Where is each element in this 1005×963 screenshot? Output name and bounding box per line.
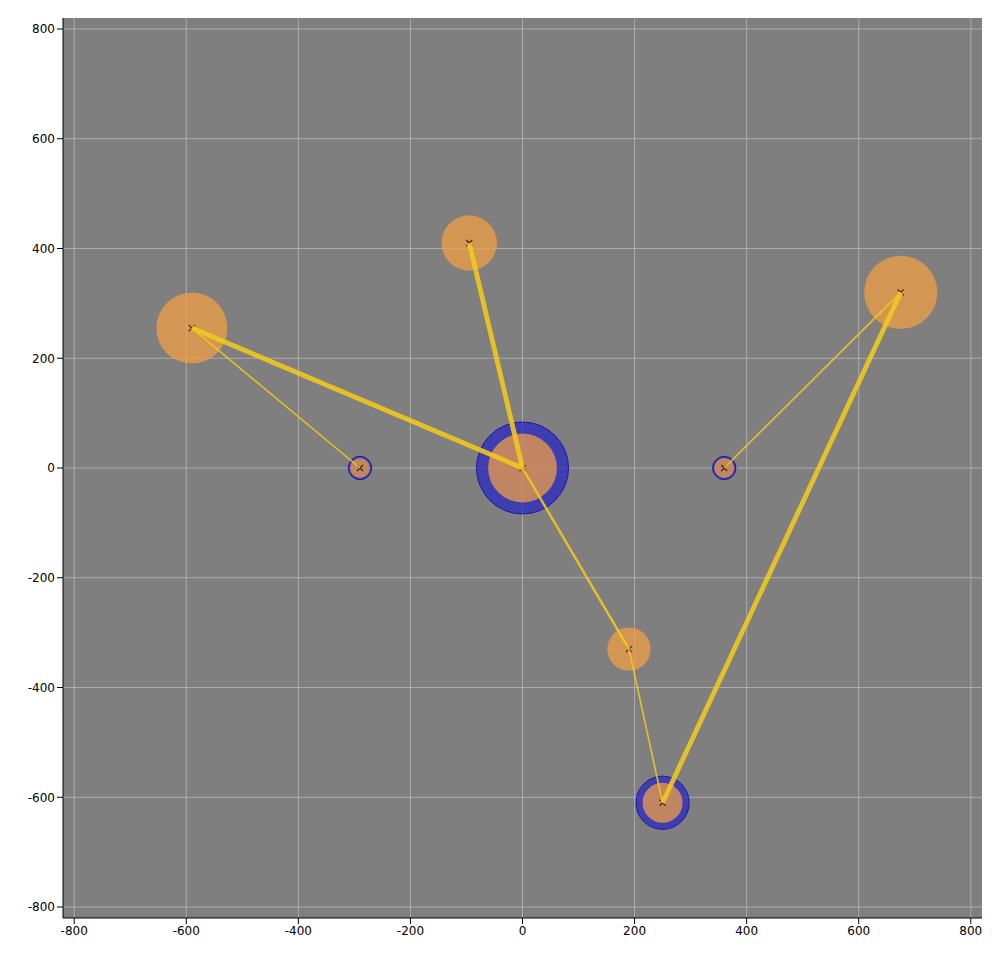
svg-text:0: 0 [47,461,55,475]
svg-text:-400: -400 [28,681,55,695]
svg-text:0: 0 [519,924,527,938]
svg-text:800: 800 [959,924,982,938]
svg-text:200: 200 [623,924,646,938]
svg-text:600: 600 [32,132,55,146]
svg-text:400: 400 [735,924,758,938]
svg-text:-600: -600 [28,791,55,805]
svg-text:-600: -600 [173,924,200,938]
svg-text:600: 600 [847,924,870,938]
svg-text:800: 800 [32,22,55,36]
svg-text:-200: -200 [397,924,424,938]
svg-text:-200: -200 [28,571,55,585]
svg-text:400: 400 [32,242,55,256]
svg-text:200: 200 [32,352,55,366]
svg-text:-400: -400 [285,924,312,938]
svg-text:-800: -800 [61,924,88,938]
svg-text:-800: -800 [28,900,55,914]
